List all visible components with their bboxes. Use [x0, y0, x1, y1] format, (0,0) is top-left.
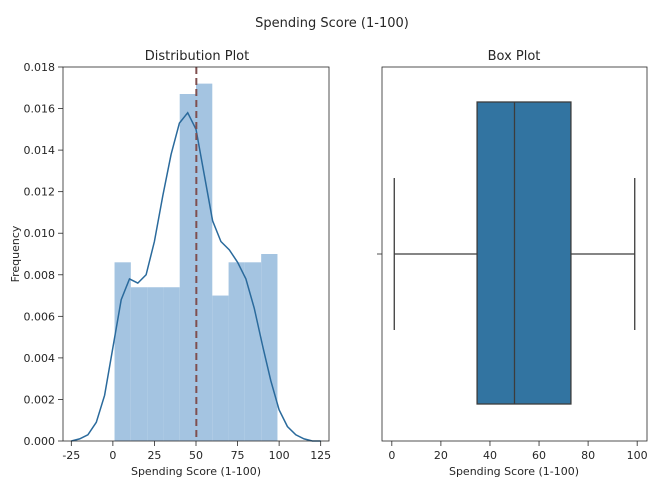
distribution-x-axis-label: Spending Score (1-100)	[131, 465, 261, 478]
y-tick-label-5: 0.010	[24, 227, 56, 240]
distribution-y-ticks: 0.000 0.002 0.004 0.006 0.008 0.010 0.012 0.014…	[24, 61, 63, 448]
box-x-tick-label-5: 100	[627, 449, 648, 462]
y-tick-label-4: 0.008	[24, 269, 56, 282]
x-tick-label-4: 75	[231, 449, 245, 462]
histogram-bar-7	[228, 262, 245, 441]
histogram-bar-4	[179, 94, 196, 441]
box-x-tick-label-4: 80	[581, 449, 595, 462]
x-tick-label-0: -25	[62, 449, 80, 462]
histogram-bar-3	[163, 287, 180, 441]
box-plot-elements	[393, 101, 636, 405]
box-x-tick-label-1: 20	[434, 449, 448, 462]
figure-suptitle: Spending Score (1-100)	[255, 16, 409, 31]
histogram-bar-8	[244, 262, 262, 441]
box-x-tick-label-2: 40	[483, 449, 497, 462]
box-x-tick-label-3: 60	[532, 449, 546, 462]
y-tick-label-9: 0.018	[24, 61, 56, 74]
histogram-bars	[114, 83, 278, 441]
y-tick-label-1: 0.002	[24, 393, 56, 406]
histogram-bar-2	[147, 287, 164, 441]
box-plot-title: Box Plot	[488, 49, 541, 64]
box-plot: Box Plot 0 20 40 60 80 100 Spending Score (1-…	[377, 49, 648, 478]
histogram-bar-5	[196, 83, 213, 441]
box-x-tick-label-0: 0	[388, 449, 395, 462]
kde-curve	[71, 111, 321, 442]
x-tick-label-1: 0	[109, 449, 116, 462]
y-tick-label-0: 0.000	[24, 435, 56, 448]
histogram-bar-6	[212, 295, 229, 441]
y-tick-label-2: 0.004	[24, 352, 56, 365]
distribution-plot: Distribution Plot -25 0 25 50 75 100 125 0.000…	[9, 49, 331, 478]
distribution-x-ticks: -25 0 25 50 75 100 125	[62, 441, 331, 462]
histogram-bar-1	[130, 287, 148, 441]
histogram-bar-0	[114, 262, 131, 441]
y-tick-label-3: 0.006	[24, 310, 56, 323]
distribution-y-axis-label: Frequency	[9, 225, 22, 282]
box-x-axis-label: Spending Score (1-100)	[449, 465, 579, 478]
x-tick-label-3: 50	[189, 449, 203, 462]
y-tick-label-6: 0.012	[24, 186, 56, 199]
box-iqr	[476, 101, 572, 405]
x-tick-label-2: 25	[147, 449, 161, 462]
x-tick-label-6: 125	[310, 449, 331, 462]
y-tick-label-8: 0.016	[24, 103, 56, 116]
x-tick-label-5: 100	[269, 449, 290, 462]
distribution-plot-title: Distribution Plot	[145, 49, 249, 64]
box-x-ticks: 0 20 40 60 80 100	[388, 441, 648, 462]
histogram-bar-9	[261, 254, 278, 441]
y-tick-label-7: 0.014	[24, 144, 56, 157]
